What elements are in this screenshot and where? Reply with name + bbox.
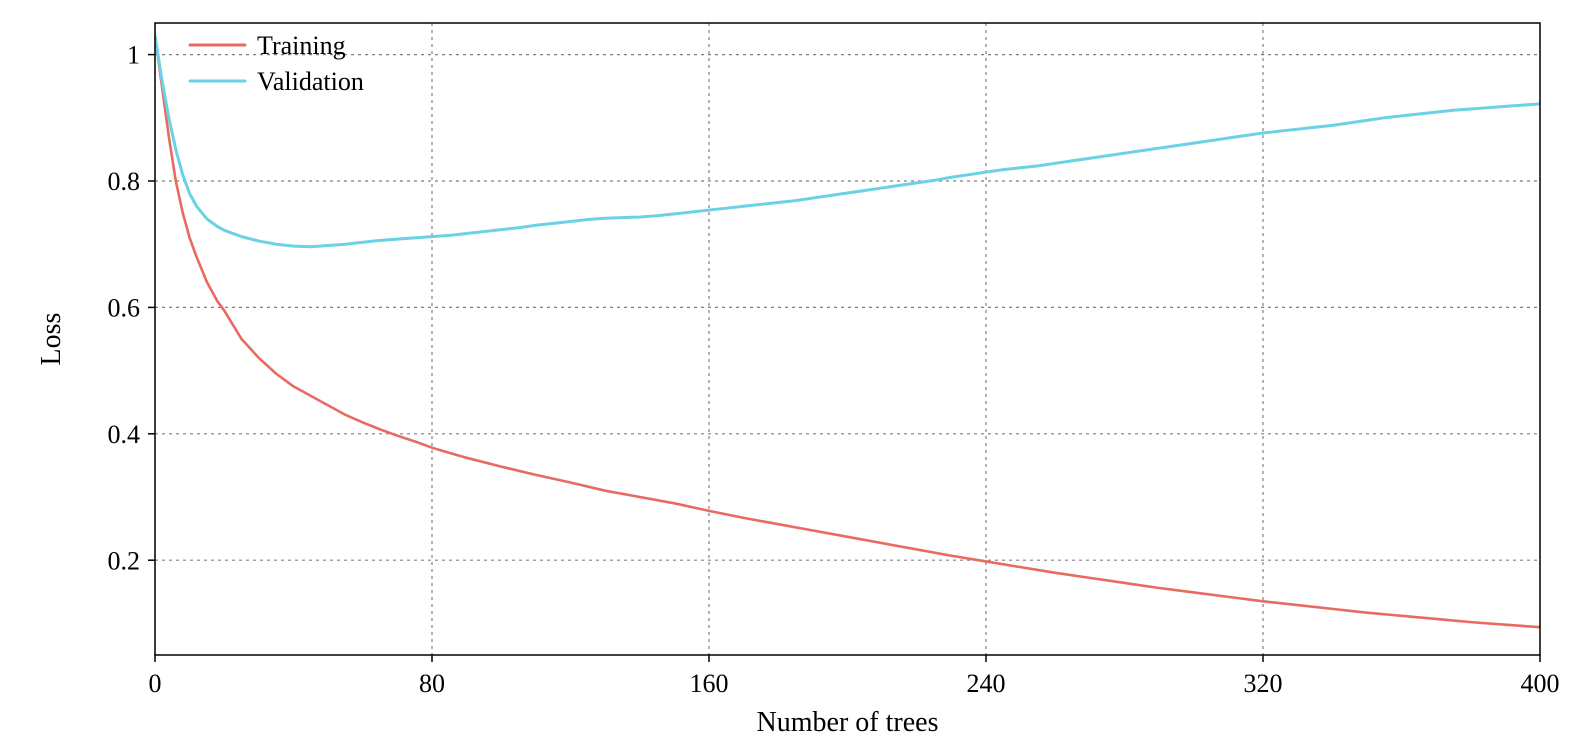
y-axis-label: Loss xyxy=(36,313,67,366)
legend-label: Training xyxy=(257,31,346,60)
x-tick-label: 80 xyxy=(419,669,445,698)
y-tick-label: 0.2 xyxy=(108,546,141,575)
chart-svg: 0 80 160 240 320 400 0.2 0.4 0.6 0.8 1 Number of tr… xyxy=(0,0,1596,750)
y-tick-label: 0.8 xyxy=(108,167,141,196)
x-tick-label: 320 xyxy=(1244,669,1283,698)
x-tick-label: 160 xyxy=(690,669,729,698)
y-tick-label: 1 xyxy=(127,41,140,70)
y-tick-label: 0.6 xyxy=(108,294,141,323)
y-tick-label: 0.4 xyxy=(108,420,141,449)
loss-chart: 0 80 160 240 320 400 0.2 0.4 0.6 0.8 1 Number of tr… xyxy=(0,0,1596,750)
x-tick-label: 400 xyxy=(1521,669,1560,698)
x-tick-label: 240 xyxy=(967,669,1006,698)
x-axis-label: Number of trees xyxy=(757,707,939,738)
x-tick-label: 0 xyxy=(149,669,162,698)
legend-label: Validation xyxy=(257,67,364,96)
